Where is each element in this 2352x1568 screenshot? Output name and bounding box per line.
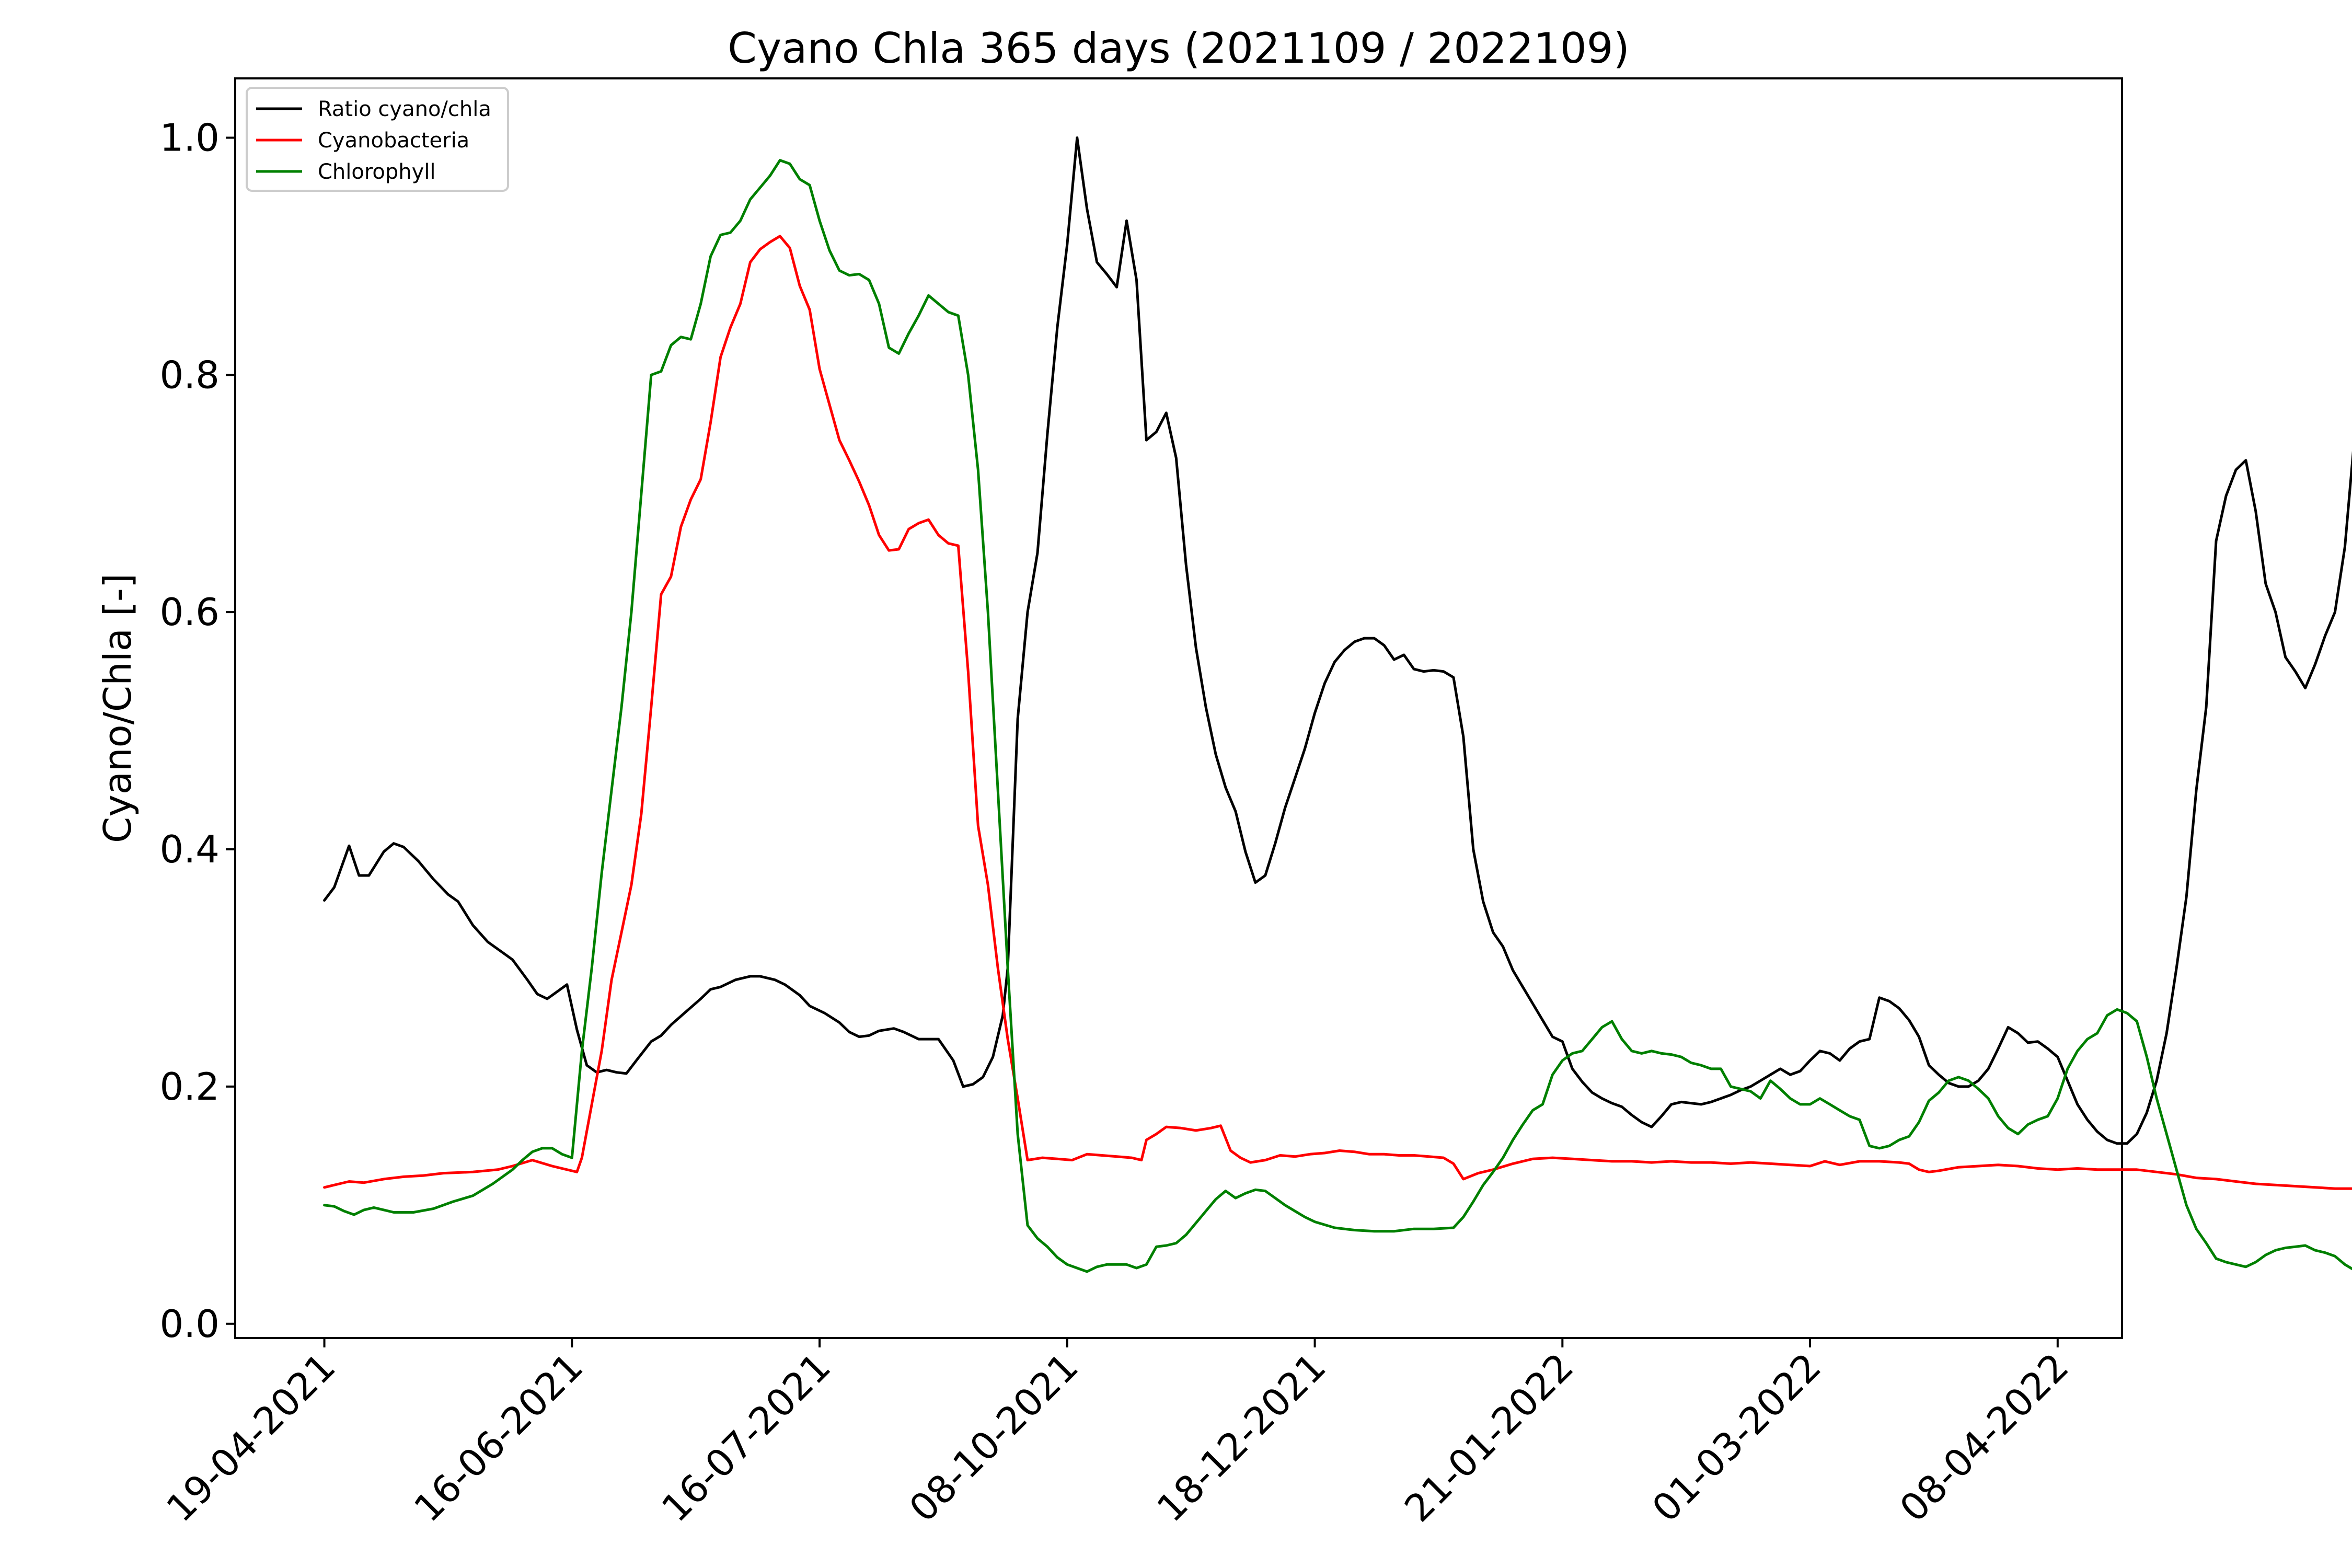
y-tick-label: 0.6 xyxy=(159,590,220,634)
series-group xyxy=(323,136,2352,1273)
chart-title: Cyano Chla 365 days (2021109 / 2022109) xyxy=(728,24,1630,73)
y-tick-label: 1.0 xyxy=(159,116,220,159)
series-line-cyanobacteria xyxy=(323,235,2352,1190)
legend: Ratio cyano/chla Cyanobacteria Chlorophy… xyxy=(246,87,509,192)
series-line-chlorophyll xyxy=(323,159,2352,1273)
y-tick-label: 0.0 xyxy=(159,1302,220,1346)
legend-label-ratio: Ratio cyano/chla xyxy=(318,97,491,121)
axes-frame xyxy=(234,77,2123,1339)
y-axis-label: Cyano/Chla [-] xyxy=(96,573,140,843)
y-tick-label: 0.4 xyxy=(159,827,220,871)
y-tick-label: 0.8 xyxy=(159,353,220,397)
y-tick-label: 0.2 xyxy=(159,1065,220,1109)
plot-area xyxy=(234,77,2352,1339)
legend-box xyxy=(246,87,509,192)
legend-label-cyanobacteria: Cyanobacteria xyxy=(318,129,469,153)
legend-label-chlorophyll: Chlorophyll xyxy=(318,160,436,184)
y-axis-ticks: 0.0 0.2 0.4 0.6 0.8 1.0 xyxy=(159,116,235,1346)
